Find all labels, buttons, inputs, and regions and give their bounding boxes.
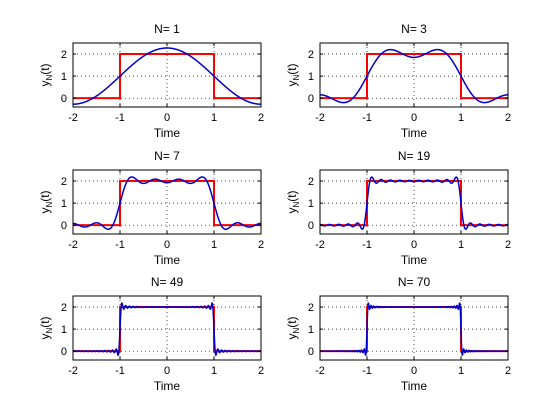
- y-tick-label: 1: [61, 324, 67, 336]
- x-axis-label: Time: [401, 126, 428, 140]
- x-tick-label: 0: [411, 239, 417, 251]
- subplot-n7: -2 -1 0 1 2 0 1 2 N= 7 Time yN(t): [38, 149, 264, 267]
- x-tick-label: 2: [505, 365, 511, 377]
- x-tick-label: 0: [411, 365, 417, 377]
- x-tick-label: 0: [411, 112, 417, 124]
- x-axis-label: Time: [401, 253, 428, 267]
- fourier-approximation-line: [73, 47, 261, 105]
- subplot-title: N= 19: [398, 149, 431, 163]
- y-tick-label: 2: [308, 49, 314, 61]
- target-square-wave-line: [73, 53, 261, 100]
- y-tick-label: 1: [61, 71, 67, 83]
- y-tick-label: 0: [308, 93, 314, 105]
- x-axis-label: Time: [154, 126, 181, 140]
- x-tick-label: -1: [362, 112, 372, 124]
- y-tick-label: 2: [308, 302, 314, 314]
- x-tick-label: 2: [258, 112, 264, 124]
- fourier-approximation-line: [73, 176, 261, 230]
- y-tick-label: 1: [308, 198, 314, 210]
- y-tick-label: 0: [308, 220, 314, 232]
- fourier-approximation-line: [320, 302, 508, 356]
- x-tick-label: 1: [211, 112, 217, 124]
- x-axis-label: Time: [401, 379, 428, 393]
- subplot-title: N= 7: [154, 149, 180, 163]
- x-tick-label: -1: [115, 365, 125, 377]
- x-tick-label: -1: [115, 112, 125, 124]
- fourier-approximation-line: [320, 176, 508, 230]
- y-tick-label: 0: [61, 220, 67, 232]
- fourier-approximation-line: [73, 301, 261, 357]
- y-tick-label: 0: [61, 93, 67, 105]
- x-tick-label: 2: [258, 239, 264, 251]
- subplot-n19: -2 -1 0 1 2 0 1 2 N= 19 Time yN(t): [285, 149, 511, 267]
- y-tick-label: 2: [61, 302, 67, 314]
- x-tick-label: 1: [458, 239, 464, 251]
- y-axis-label: yN(t): [38, 316, 54, 339]
- x-tick-label: 1: [211, 365, 217, 377]
- subplot-title: N= 3: [401, 22, 427, 36]
- y-tick-label: 1: [308, 324, 314, 336]
- x-tick-label: 1: [458, 112, 464, 124]
- y-axis-label: yN(t): [285, 190, 301, 213]
- x-tick-label: -2: [68, 112, 78, 124]
- x-tick-label: -2: [315, 112, 325, 124]
- x-tick-label: 2: [505, 112, 511, 124]
- y-axis-label: yN(t): [38, 190, 54, 213]
- y-tick-label: 1: [61, 198, 67, 210]
- y-tick-label: 2: [61, 176, 67, 188]
- y-axis-label: yN(t): [285, 316, 301, 339]
- x-axis-label: Time: [154, 379, 181, 393]
- y-axis-label: yN(t): [285, 63, 301, 86]
- subplot-n70: -2 -1 0 1 2 0 1 2 N= 70 Time yN(t): [285, 275, 511, 393]
- subplot-title: N= 49: [151, 275, 184, 289]
- y-tick-label: 2: [61, 49, 67, 61]
- x-tick-label: -1: [115, 239, 125, 251]
- y-tick-label: 0: [61, 346, 67, 358]
- y-tick-label: 1: [308, 71, 314, 83]
- fourier-approximation-line: [320, 48, 508, 104]
- x-tick-label: 2: [505, 239, 511, 251]
- subplot-n1: -2 -1 0 1 2 0 1 2 N= 1 Time yN(t): [38, 22, 264, 140]
- subplot-n49: -2 -1 0 1 2 0 1 2 N= 49 Time yN(t): [38, 275, 264, 393]
- x-tick-label: -1: [362, 239, 372, 251]
- subplot-title: N= 1: [154, 22, 180, 36]
- x-tick-label: -2: [68, 239, 78, 251]
- x-axis-label: Time: [154, 253, 181, 267]
- x-tick-label: 1: [458, 365, 464, 377]
- y-axis-label: yN(t): [38, 63, 54, 86]
- x-tick-label: 0: [164, 112, 170, 124]
- y-tick-label: 2: [308, 176, 314, 188]
- target-square-wave-line: [320, 53, 508, 100]
- subplot-title: N= 70: [398, 275, 431, 289]
- x-tick-label: -2: [68, 365, 78, 377]
- x-tick-label: -2: [315, 365, 325, 377]
- x-tick-label: -1: [362, 365, 372, 377]
- x-tick-label: -2: [315, 239, 325, 251]
- subplot-n3: -2 -1 0 1 2 0 1 2 N= 3 Time yN(t): [285, 22, 511, 140]
- y-tick-label: 0: [308, 346, 314, 358]
- x-tick-label: 2: [258, 365, 264, 377]
- x-tick-label: 0: [164, 239, 170, 251]
- x-tick-label: 0: [164, 365, 170, 377]
- x-tick-label: 1: [211, 239, 217, 251]
